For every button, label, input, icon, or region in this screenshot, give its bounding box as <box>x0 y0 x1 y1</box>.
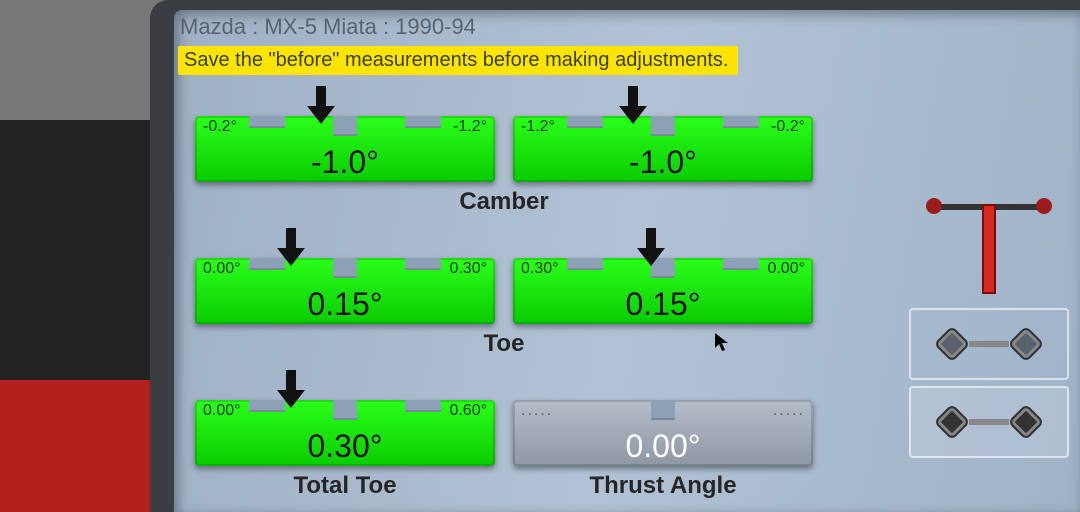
range-min: -0.2° <box>203 118 237 136</box>
range-max: 0.30° <box>449 260 487 278</box>
range-min: -1.2° <box>521 118 555 136</box>
thrust-angle-label: Thrust Angle <box>513 472 813 500</box>
camber-right-value: -1.0° <box>513 144 813 181</box>
indicator-arrow-icon <box>271 228 311 268</box>
measurement-area: -0.2° -1.2° -1.0° -1.2° -0.2° -1.0° Camb… <box>184 88 824 512</box>
totals-row: 0.00° 0.60° 0.30° ..... ..... 0.00° <box>184 372 824 468</box>
camber-row: -0.2° -1.2° -1.0° -1.2° -0.2° -1.0° <box>184 88 824 184</box>
camber-left-gauge[interactable]: -0.2° -1.2° -1.0° <box>195 88 495 184</box>
mouse-cursor-icon <box>714 332 730 352</box>
toe-right-value: 0.15° <box>513 286 813 323</box>
range-max: ..... <box>773 402 805 420</box>
alignment-screen: Mazda : MX-5 Miata : 1990-94 Save the "b… <box>174 10 1080 512</box>
camber-left-value: -1.0° <box>195 144 495 181</box>
indicator-arrow-icon <box>613 86 653 126</box>
range-max: 0.00° <box>767 260 805 278</box>
warning-banner: Save the "before" measurements before ma… <box>178 46 738 75</box>
thrust-angle-value: 0.00° <box>513 428 813 465</box>
rear-axle-selector[interactable] <box>909 386 1069 458</box>
thrust-angle-gauge[interactable]: ..... ..... 0.00° <box>513 372 813 468</box>
range-min: ..... <box>521 402 553 420</box>
total-toe-gauge[interactable]: 0.00° 0.60° 0.30° <box>195 372 495 468</box>
range-max: -1.2° <box>453 118 487 136</box>
toe-left-gauge[interactable]: 0.00° 0.30° 0.15° <box>195 230 495 326</box>
front-axle-selector[interactable] <box>909 308 1069 380</box>
vehicle-title: Mazda : MX-5 Miata : 1990-94 <box>180 14 476 40</box>
indicator-arrow-icon <box>301 86 341 126</box>
range-max: -0.2° <box>771 118 805 136</box>
range-min: 0.30° <box>521 260 559 278</box>
indicator-arrow-icon <box>271 370 311 410</box>
toe-right-gauge[interactable]: 0.30° 0.00° 0.15° <box>513 230 813 326</box>
range-min: 0.00° <box>203 402 241 420</box>
range-min: 0.00° <box>203 260 241 278</box>
steering-column-icon <box>934 190 1044 300</box>
total-toe-label: Total Toe <box>195 472 495 500</box>
total-toe-value: 0.30° <box>195 428 495 465</box>
camber-right-gauge[interactable]: -1.2° -0.2° -1.0° <box>513 88 813 184</box>
indicator-arrow-icon <box>631 228 671 268</box>
vehicle-side-panel <box>904 190 1074 458</box>
toe-left-value: 0.15° <box>195 286 495 323</box>
range-max: 0.60° <box>449 402 487 420</box>
toe-row: 0.00° 0.30° 0.15° 0.30° 0.00° 0.15° <box>184 230 824 326</box>
camber-label: Camber <box>184 188 824 216</box>
